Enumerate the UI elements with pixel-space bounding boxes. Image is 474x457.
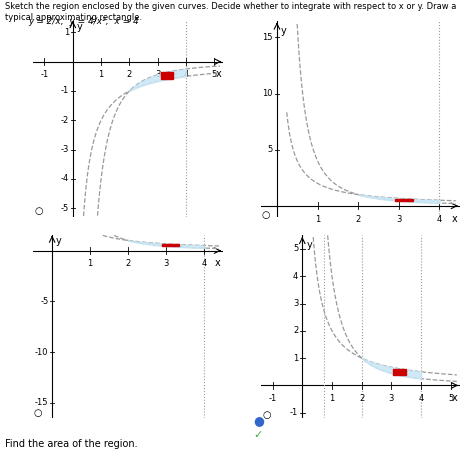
Text: 5: 5 — [448, 393, 454, 403]
Text: 3: 3 — [155, 70, 160, 80]
Text: y: y — [306, 240, 312, 250]
Text: 1: 1 — [293, 354, 298, 363]
Text: -5: -5 — [40, 297, 48, 306]
Text: 5: 5 — [293, 244, 298, 254]
Text: -2: -2 — [61, 116, 69, 125]
Text: y: y — [77, 22, 82, 32]
Text: 1: 1 — [99, 70, 104, 80]
Bar — [395, 199, 413, 201]
Text: 4: 4 — [201, 259, 207, 268]
Text: 2: 2 — [127, 70, 132, 80]
Text: -15: -15 — [35, 399, 48, 408]
Bar — [161, 72, 173, 79]
Text: 1: 1 — [64, 28, 69, 37]
Text: 2: 2 — [359, 393, 365, 403]
Text: y: y — [281, 26, 287, 36]
Text: -4: -4 — [61, 175, 69, 183]
Text: 3: 3 — [396, 215, 401, 223]
Text: -1: -1 — [61, 86, 69, 96]
Text: ○: ○ — [34, 408, 43, 418]
Text: 5: 5 — [268, 145, 273, 154]
Text: y = 2/x,  y = 4/x²,  x = 4: y = 2/x, y = 4/x², x = 4 — [28, 17, 139, 26]
Text: x: x — [452, 393, 458, 403]
Text: x: x — [451, 214, 457, 224]
Text: x: x — [215, 258, 220, 268]
Text: ●: ● — [253, 414, 264, 427]
Text: 2: 2 — [356, 215, 361, 223]
Text: 1: 1 — [87, 259, 93, 268]
Text: Find the area of the region.: Find the area of the region. — [5, 439, 137, 449]
Text: 2: 2 — [125, 259, 131, 268]
Text: 5: 5 — [212, 70, 217, 80]
Text: -1: -1 — [268, 393, 277, 403]
Text: x: x — [215, 69, 221, 80]
Text: 1: 1 — [315, 215, 320, 223]
Text: ○: ○ — [262, 210, 270, 220]
Text: -10: -10 — [35, 348, 48, 356]
Text: -1: -1 — [40, 70, 49, 80]
Text: 3: 3 — [293, 299, 298, 308]
Text: ○: ○ — [35, 206, 43, 216]
Text: -1: -1 — [290, 408, 298, 417]
Text: 10: 10 — [263, 89, 273, 98]
Text: 2: 2 — [293, 326, 298, 335]
Text: 4: 4 — [437, 215, 442, 223]
Bar — [393, 369, 406, 375]
Text: Sketch the region enclosed by the given curves. Decide whether to integrate with: Sketch the region enclosed by the given … — [5, 2, 456, 21]
Text: -3: -3 — [61, 145, 69, 154]
Text: 15: 15 — [263, 33, 273, 42]
Text: 3: 3 — [389, 393, 394, 403]
Text: 3: 3 — [163, 259, 169, 268]
Text: -5: -5 — [61, 204, 69, 213]
Text: 1: 1 — [329, 393, 335, 403]
Text: 4: 4 — [293, 272, 298, 281]
Text: 4: 4 — [419, 393, 424, 403]
Text: 4: 4 — [183, 70, 189, 80]
Text: y: y — [56, 236, 62, 246]
Text: ✓: ✓ — [254, 430, 263, 440]
Bar — [162, 244, 179, 246]
Text: ○: ○ — [262, 410, 271, 420]
